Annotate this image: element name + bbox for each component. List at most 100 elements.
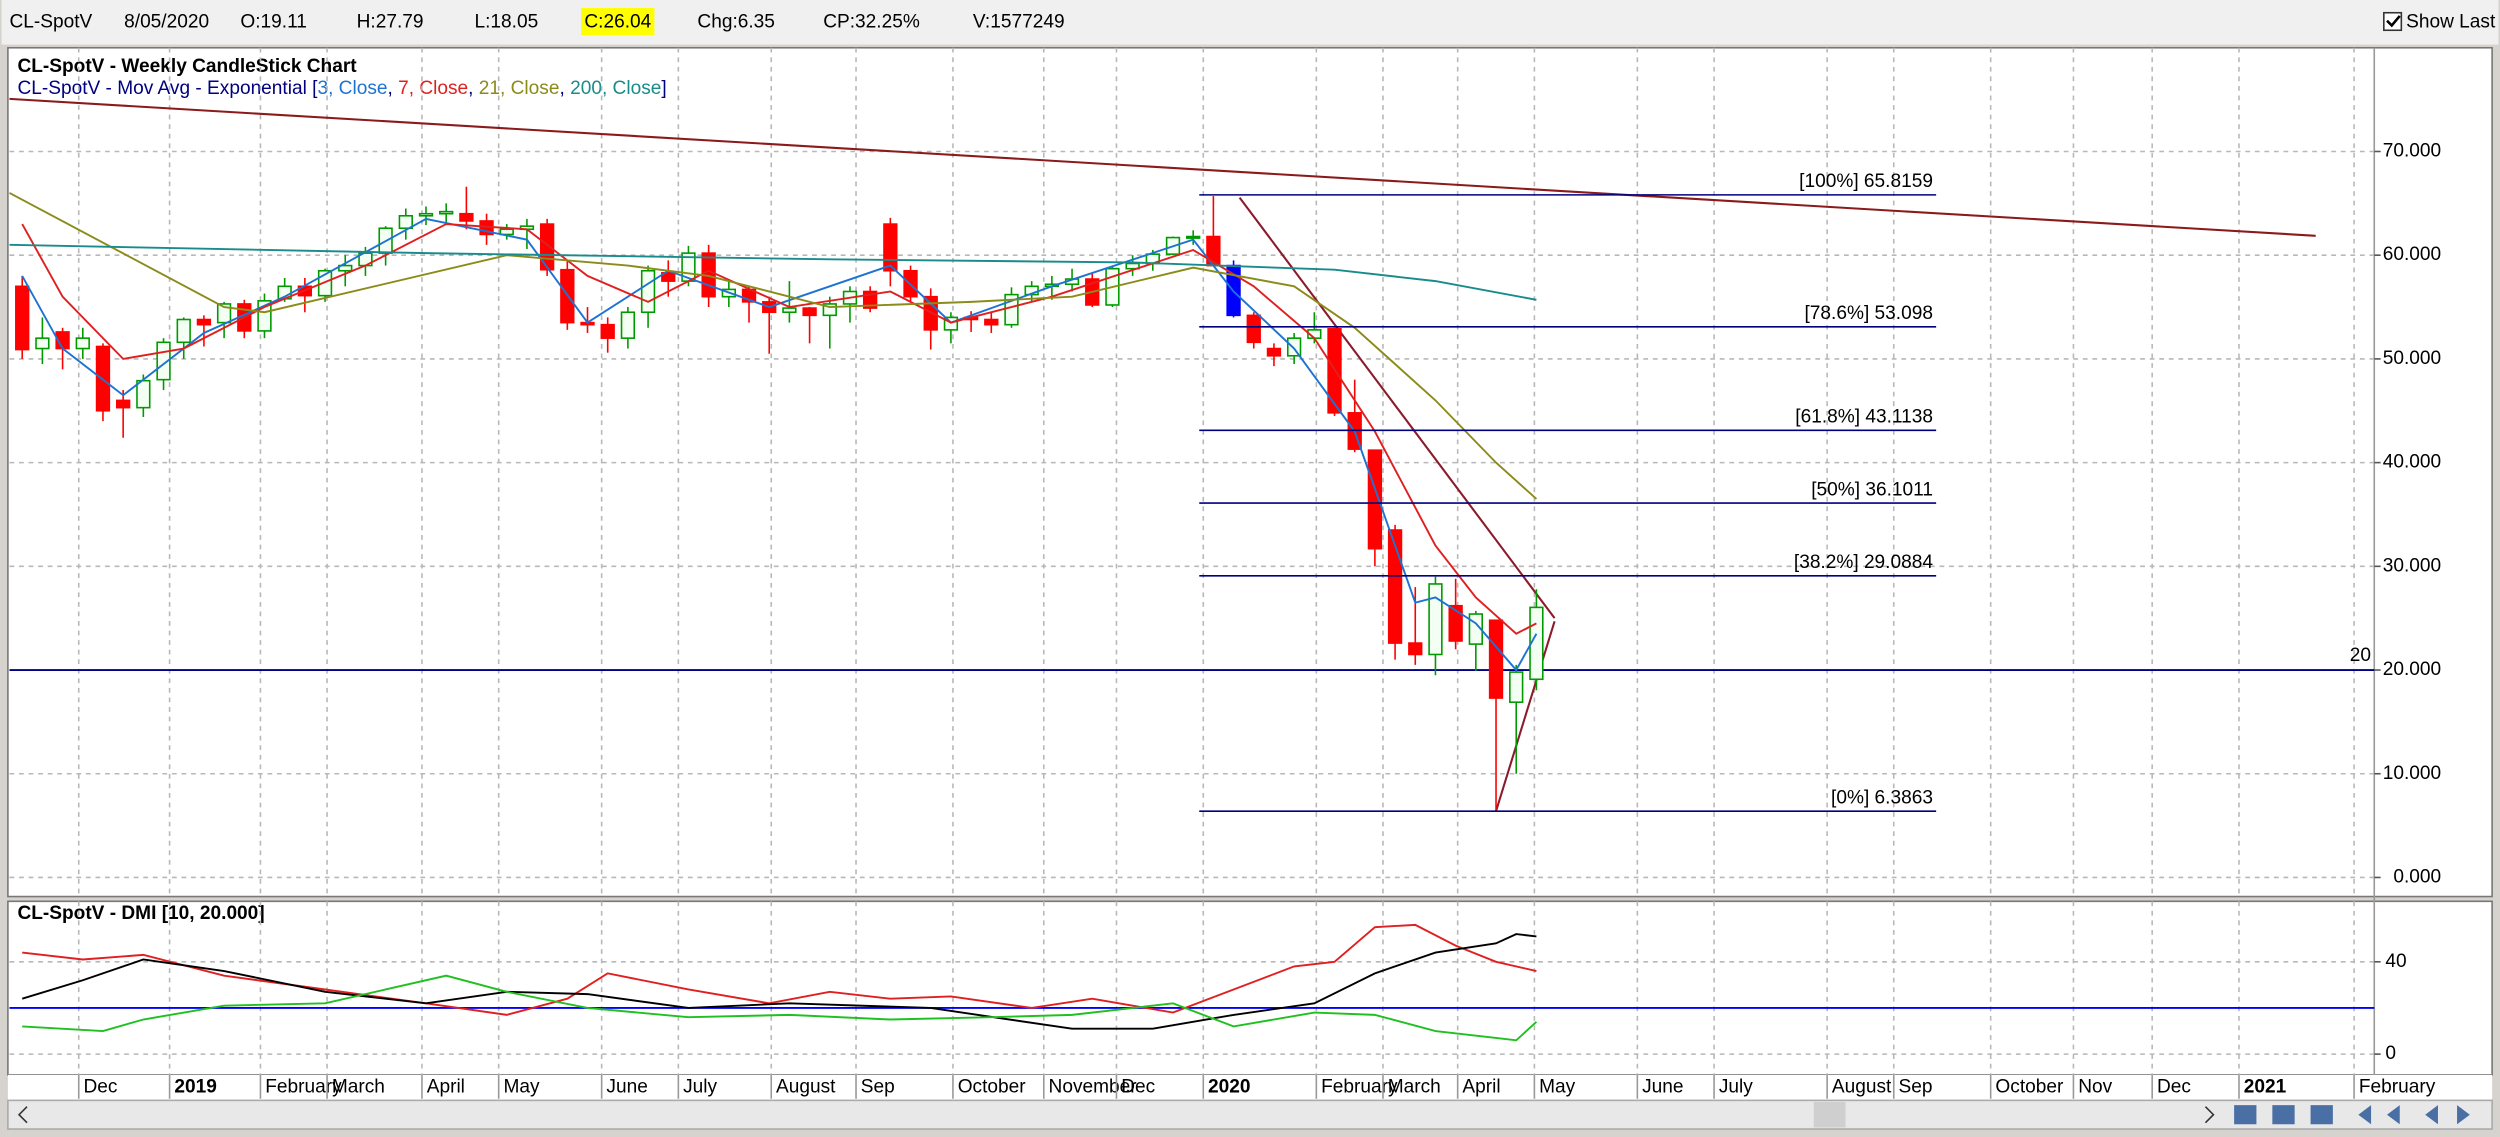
x-tick-label: 2020 bbox=[1208, 1077, 1250, 1098]
x-tick-label: February bbox=[265, 1077, 342, 1098]
y-tick-label: 40 bbox=[2385, 951, 2406, 972]
x-tick-label: Sep bbox=[1899, 1077, 1933, 1098]
candle-body bbox=[35, 337, 50, 350]
fib-label: [61.8%] 43.1138 bbox=[1795, 407, 1933, 428]
header-item: 8/05/2020 bbox=[124, 11, 209, 32]
legend-entry: 3, Close bbox=[317, 78, 387, 99]
nav-arrows[interactable] bbox=[2358, 1105, 2470, 1125]
candle-body bbox=[15, 285, 30, 351]
x-tick-label: Dec bbox=[1121, 1077, 1155, 1098]
x-tick-label: February bbox=[2359, 1077, 2436, 1098]
candle-body bbox=[1488, 619, 1504, 699]
x-tick-label: February bbox=[1321, 1077, 1398, 1098]
candle-body bbox=[216, 303, 232, 324]
y-tick-label: 0 bbox=[2385, 1043, 2396, 1064]
moving-average bbox=[9, 192, 1538, 500]
candle-body bbox=[176, 318, 191, 344]
moving-average bbox=[9, 243, 1537, 301]
fib-label: [100%] 65.8159 bbox=[1799, 171, 1933, 192]
x-tick-label: Sep bbox=[861, 1077, 895, 1098]
candle-body bbox=[1448, 604, 1463, 642]
fib-label: [78.6%] 53.098 bbox=[1804, 303, 1932, 324]
legend-entry: 21, Close bbox=[479, 78, 560, 99]
candle-body bbox=[398, 214, 413, 230]
x-tick-label: November bbox=[1049, 1077, 1138, 1098]
legend-entry: 200, Close bbox=[570, 78, 661, 99]
dmi-line bbox=[21, 933, 1537, 1030]
nav-icon[interactable] bbox=[2272, 1105, 2295, 1125]
candle-body bbox=[418, 212, 434, 217]
dmi-line bbox=[22, 923, 1537, 1016]
candle-body bbox=[1428, 583, 1443, 656]
header-item: O:19.11 bbox=[240, 11, 307, 32]
candle-body bbox=[75, 337, 90, 350]
header-item: CP:32.25% bbox=[823, 11, 920, 32]
x-tick-label: April bbox=[427, 1077, 465, 1098]
scrollbar[interactable] bbox=[7, 1099, 2493, 1130]
toolbar bbox=[1, 0, 2499, 45]
scroll-right[interactable] bbox=[2204, 1106, 2215, 1124]
x-tick-label: Nov bbox=[2078, 1077, 2112, 1098]
x-tick-label: Dec bbox=[84, 1077, 118, 1098]
nav-icon[interactable] bbox=[2310, 1105, 2333, 1125]
candle-body bbox=[439, 210, 454, 215]
candle-body bbox=[115, 399, 131, 409]
x-tick-label: May bbox=[503, 1077, 540, 1098]
x-tick-label: July bbox=[683, 1077, 717, 1098]
candle-body bbox=[883, 223, 898, 272]
candle-body bbox=[136, 379, 151, 409]
checkbox[interactable] bbox=[2383, 11, 2403, 32]
value-highlight bbox=[581, 7, 655, 36]
candle-body bbox=[1125, 262, 1140, 270]
y-tick-label: 50.000 bbox=[2383, 348, 2441, 369]
candle-body bbox=[1186, 235, 1201, 239]
header-item: C:26.04 bbox=[584, 11, 651, 32]
candle-body bbox=[499, 228, 514, 236]
show-last-label[interactable]: Show Last bbox=[2406, 11, 2496, 32]
y-tick-label: 70.000 bbox=[2383, 141, 2441, 162]
header-item: V:1577249 bbox=[973, 11, 1065, 32]
y-tick-label: 40.000 bbox=[2383, 452, 2441, 473]
candle-body bbox=[661, 272, 676, 282]
scroll-thumb[interactable] bbox=[1813, 1101, 1846, 1128]
y-tick-label: 60.000 bbox=[2383, 244, 2441, 265]
candle-body bbox=[822, 303, 837, 317]
nav-icon[interactable] bbox=[2234, 1105, 2257, 1125]
dmi-title: CL-SpotV - DMI [10, 20.000] bbox=[17, 903, 264, 924]
candle-body bbox=[984, 318, 999, 326]
y-tick-label: 20.000 bbox=[2383, 659, 2441, 680]
fib-label: [38.2%] 29.0884 bbox=[1794, 552, 1933, 573]
nav-icons[interactable] bbox=[2234, 1105, 2470, 1125]
candle-body bbox=[1246, 314, 1261, 344]
x-tick-label: October bbox=[1995, 1077, 2064, 1098]
x-tick-label: March bbox=[332, 1077, 385, 1098]
trendline bbox=[9, 97, 2316, 237]
scroll-left[interactable] bbox=[17, 1106, 28, 1124]
header-item: CL-SpotV bbox=[9, 11, 92, 32]
moving-average bbox=[21, 223, 1537, 635]
x-tick-label: June bbox=[1642, 1077, 1683, 1098]
candle-body bbox=[620, 311, 636, 339]
y-tick-label: 0.000 bbox=[2393, 867, 2441, 888]
x-tick-label: July bbox=[1719, 1077, 1753, 1098]
x-tick-label: October bbox=[958, 1077, 1027, 1098]
legend-separator: , bbox=[468, 78, 479, 99]
x-tick-label: August bbox=[776, 1077, 836, 1098]
x-tick-label: May bbox=[1539, 1077, 1576, 1098]
candle-body bbox=[338, 264, 353, 272]
legend: CL-SpotV - Mov Avg - Exponential [3, Clo… bbox=[17, 78, 666, 99]
fib-label: [0%] 6.3863 bbox=[1831, 788, 1933, 809]
candle-body bbox=[459, 212, 474, 222]
legend-prefix: CL-SpotV - Mov Avg - Exponential [ bbox=[17, 78, 318, 99]
candle-body bbox=[1408, 642, 1423, 656]
candle-body bbox=[1266, 347, 1282, 357]
x-tick-label: March bbox=[1388, 1077, 1441, 1098]
legend-separator: , bbox=[388, 78, 399, 99]
moving-average bbox=[21, 217, 1538, 672]
trendline bbox=[1495, 620, 1556, 812]
header-item: Chg:6.35 bbox=[697, 11, 775, 32]
legend-entry: 7, Close bbox=[398, 78, 468, 99]
x-tick-label: June bbox=[606, 1077, 647, 1098]
